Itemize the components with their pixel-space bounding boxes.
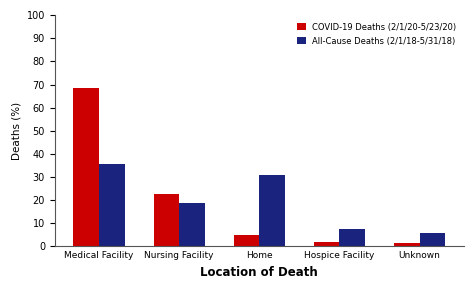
X-axis label: Location of Death: Location of Death <box>200 266 318 279</box>
Bar <box>419 233 445 246</box>
Bar <box>314 242 340 246</box>
Bar <box>179 202 205 246</box>
Bar <box>394 243 419 246</box>
Legend: COVID-19 Deaths (2/1/20-5/23/20), All-Cause Deaths (2/1/18-5/31/18): COVID-19 Deaths (2/1/20-5/23/20), All-Ca… <box>294 19 460 49</box>
Bar <box>73 88 99 246</box>
Y-axis label: Deaths (%): Deaths (%) <box>11 102 21 160</box>
Bar <box>99 164 124 246</box>
Bar <box>234 235 259 246</box>
Bar <box>259 175 285 246</box>
Bar <box>340 229 365 246</box>
Bar <box>153 194 179 246</box>
